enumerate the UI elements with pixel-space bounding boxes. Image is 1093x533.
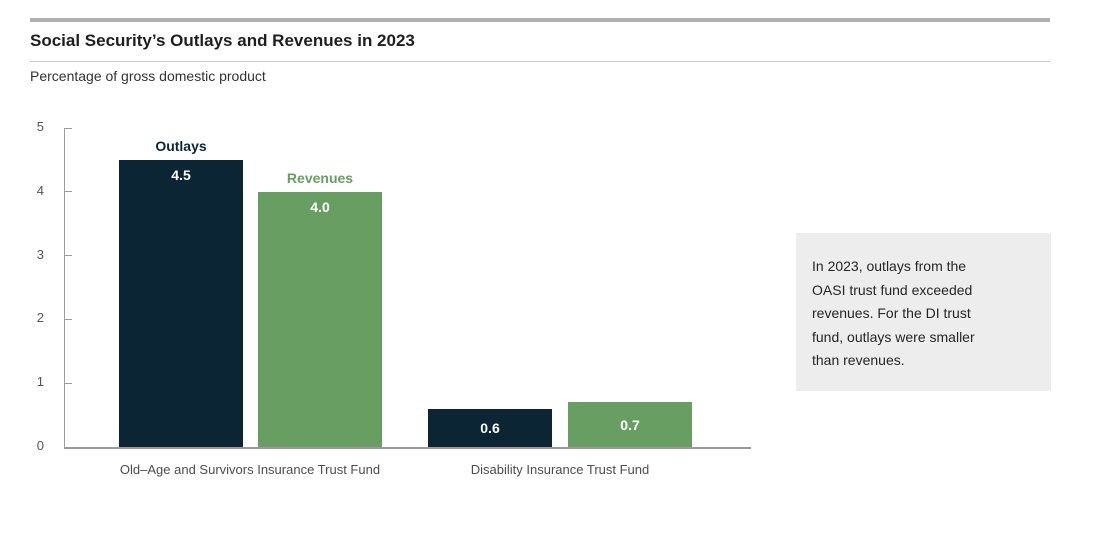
- y-axis-tick: [64, 191, 72, 193]
- bar-value-label: 0.6: [480, 419, 500, 436]
- y-axis-line: [64, 128, 65, 447]
- y-axis-tick-label: 2: [36, 310, 44, 326]
- bar-oasi-outlays: 4.5: [119, 159, 243, 447]
- bar-value-label: 0.7: [620, 416, 640, 433]
- y-axis-tick: [64, 318, 72, 320]
- title-underline: [30, 61, 1050, 62]
- y-axis-tick-label: 4: [36, 182, 44, 198]
- chart-title: Social Security’s Outlays and Revenues i…: [30, 31, 415, 50]
- y-axis-tick: [64, 127, 72, 129]
- annotation-box: In 2023, outlays from the OASI trust fun…: [796, 233, 1051, 391]
- y-axis-tick: [64, 255, 72, 257]
- category-label-oasi: Old–Age and Survivors Insurance Trust Fu…: [119, 462, 381, 477]
- top-rule: [30, 18, 1050, 22]
- x-axis-line: [64, 447, 751, 449]
- y-axis-tick-label: 1: [36, 374, 44, 390]
- bar-value-label: 4.0: [310, 198, 330, 215]
- annotation-text: In 2023, outlays from the OASI trust fun…: [812, 258, 975, 368]
- chart-subtitle: Percentage of gross domestic product: [30, 68, 266, 84]
- series-label-revenues: Revenues: [286, 169, 354, 186]
- bar-value-label: 4.5: [171, 166, 191, 183]
- bar-oasi-revenues: 4.0: [258, 191, 382, 447]
- y-axis-tick-label: 3: [36, 246, 44, 262]
- y-axis-tick-label: 0: [36, 438, 44, 453]
- plot-area: 0 1 2 3 4 5 4.5 Outlays 0.6 4.0 Revenues 0.7 Old–Age…: [37, 119, 751, 477]
- category-label-di: Disability Insurance Trust Fund: [470, 462, 650, 477]
- y-axis-tick-label: 5: [36, 119, 44, 134]
- bar-di-outlays: 0.6: [428, 408, 552, 447]
- bar-di-revenues: 0.7: [568, 402, 692, 447]
- series-label-outlays: Outlays: [155, 137, 207, 154]
- y-axis-tick: [64, 382, 72, 384]
